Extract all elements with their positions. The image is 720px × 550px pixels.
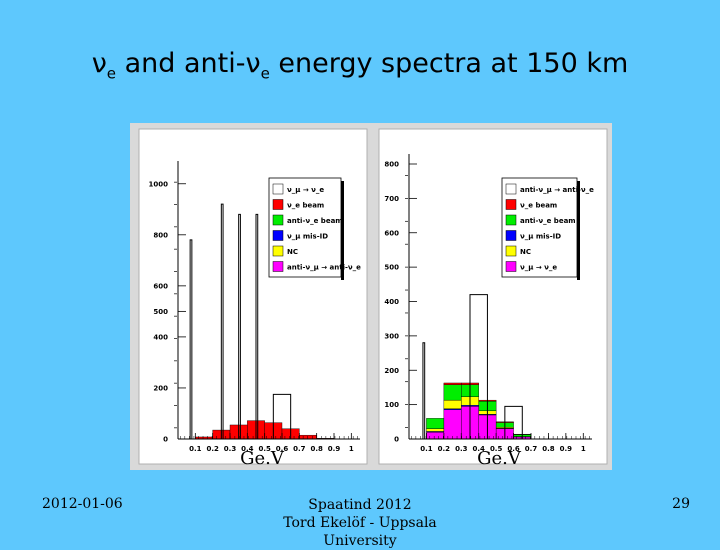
ytick-label-panel1-2: 200	[384, 367, 399, 375]
title-sub-1: e	[107, 64, 116, 82]
ytick-label-panel0-4: 600	[153, 282, 168, 290]
legend-swatch-panel0-1	[273, 200, 283, 210]
ytick-label-panel1-4: 400	[384, 298, 399, 306]
bar-panel1-series4-bin2	[444, 383, 461, 385]
legend-label-panel1-5: ν_μ → ν_e	[520, 264, 557, 272]
xtick-label-panel0-8: 0.9	[328, 445, 341, 453]
xtick-label-panel0-7: 0.8	[310, 445, 323, 453]
legend-label-panel0-1: ν_e beam	[287, 202, 324, 210]
ytick-label-panel0-6: 1000	[149, 180, 169, 188]
ytick-label-panel1-5: 500	[384, 264, 399, 272]
ytick-label-panel0-2: 400	[153, 333, 168, 341]
legend-swatch-panel0-3	[273, 231, 283, 241]
legend-swatch-panel0-2	[273, 215, 283, 225]
footer-event: Spaatind 2012	[260, 496, 460, 514]
bar-panel1-series3-bin1	[426, 418, 443, 428]
xtick-label-panel1-1: 0.2	[438, 445, 451, 453]
bar-panel1-series3-bin2	[444, 385, 461, 400]
legend-label-panel1-2: anti-ν_e beam	[520, 217, 576, 225]
footer-date: 2012-01-06	[42, 496, 123, 512]
ytick-label-panel1-8: 800	[384, 161, 399, 169]
bar-panel1-series0-bin1	[426, 432, 443, 439]
footer-center: Spaatind 2012 Tord Ekelöf - Uppsala Univ…	[260, 496, 460, 550]
footer-author: Tord Ekelöf - Uppsala University	[260, 514, 460, 550]
legend-swatch-panel1-4	[506, 246, 516, 256]
bar-panel1-series2-bin1	[426, 429, 443, 432]
xtick-label-panel0-1: 0.2	[206, 445, 219, 453]
legend-swatch-panel1-0	[506, 184, 516, 194]
legend-shadow-panel1	[577, 181, 580, 280]
legend-label-panel1-3: ν_μ mis-ID	[520, 233, 561, 241]
ytick-label-panel1-1: 100	[384, 401, 399, 409]
ytick-label-panel1-7: 700	[384, 195, 399, 203]
legend-label-panel0-5: anti-ν_μ → anti-ν_e	[287, 264, 361, 272]
ytick-label-panel1-3: 300	[384, 332, 399, 340]
legend-label-panel0-4: NC	[287, 248, 298, 256]
ytick-label-panel0-5: 800	[153, 231, 168, 239]
ytick-label-panel0-0: 0	[163, 436, 168, 444]
ytick-label-panel1-6: 600	[384, 229, 399, 237]
xtick-label-panel0-0: 0.1	[189, 445, 202, 453]
left-xaxis-label: Ge.V	[222, 448, 302, 469]
legend-label-panel0-0: ν_μ → ν_e	[287, 186, 324, 194]
legend-swatch-panel1-2	[506, 215, 516, 225]
legend-swatch-panel0-4	[273, 246, 283, 256]
ytick-label-panel0-1: 200	[153, 384, 168, 392]
legend-label-panel0-2: anti-ν_e beam	[287, 217, 343, 225]
slide-title: νe and anti-νe energy spectra at 150 km	[0, 48, 720, 82]
page-number: 29	[650, 496, 690, 512]
right-xaxis-label: Ge.V	[459, 448, 539, 469]
title-part-2: and anti-ν	[116, 48, 261, 79]
title-part-3: energy spectra at 150 km	[270, 48, 629, 79]
legend-swatch-panel0-0	[273, 184, 283, 194]
xtick-label-panel1-0: 0.1	[420, 445, 433, 453]
legend-swatch-panel0-5	[273, 262, 283, 272]
bar-panel0-series0-bin7	[299, 435, 316, 439]
xtick-label-panel0-9: 1	[349, 445, 354, 453]
ytick-label-panel0-3: 500	[153, 308, 168, 316]
xtick-label-panel1-7: 0.8	[542, 445, 555, 453]
legend-swatch-panel1-5	[506, 262, 516, 272]
xtick-label-panel1-9: 1	[581, 445, 586, 453]
legend-label-panel1-1: ν_e beam	[520, 202, 557, 210]
ytick-label-panel1-0: 0	[394, 436, 399, 444]
bar-panel1-series0-bin2	[444, 410, 461, 439]
xtick-label-panel1-8: 0.9	[560, 445, 573, 453]
legend-label-panel0-3: ν_μ mis-ID	[287, 233, 328, 241]
title-nu-1: ν	[92, 48, 107, 79]
bar-panel1-series2-bin2	[444, 400, 461, 409]
legend-label-panel1-0: anti-ν_μ → anti-ν_e	[520, 186, 594, 194]
legend-label-panel1-4: NC	[520, 248, 531, 256]
legend-swatch-panel1-1	[506, 200, 516, 210]
title-sub-2: e	[261, 64, 270, 82]
legend-swatch-panel1-3	[506, 231, 516, 241]
